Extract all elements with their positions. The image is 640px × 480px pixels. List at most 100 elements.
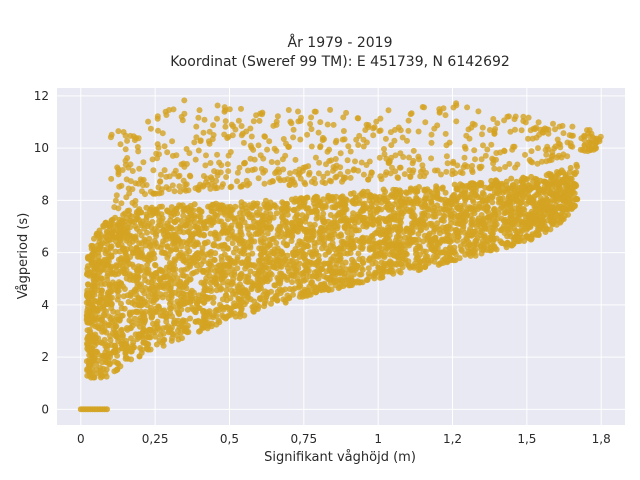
data-point [164, 254, 171, 261]
data-point [84, 271, 90, 278]
data-point [238, 123, 245, 129]
data-point [214, 102, 221, 109]
data-point [476, 163, 483, 170]
data-point [122, 355, 129, 362]
data-point [328, 256, 335, 263]
data-point [262, 167, 269, 174]
data-point [478, 156, 485, 163]
data-point [273, 147, 280, 154]
data-point [313, 208, 320, 215]
data-point [91, 235, 97, 242]
data-point [304, 287, 311, 294]
data-point [529, 184, 536, 190]
data-point [462, 209, 469, 216]
data-point [543, 151, 550, 158]
y-tick-label: 12 [34, 89, 49, 103]
data-point [137, 176, 144, 183]
data-point [134, 246, 140, 253]
data-point [150, 167, 157, 174]
data-point [143, 266, 150, 273]
data-point [442, 235, 449, 242]
y-axis-ticks: 0 2 4 6 8 10 12 [34, 89, 49, 416]
data-point [321, 219, 328, 226]
data-point [489, 194, 496, 201]
data-point [520, 113, 527, 120]
data-point [417, 266, 424, 273]
data-point [405, 127, 412, 134]
data-point [225, 168, 232, 175]
data-point [489, 230, 496, 237]
data-point [298, 224, 305, 231]
data-point [210, 219, 217, 226]
data-point [227, 208, 234, 214]
data-point [177, 203, 184, 210]
data-point [181, 327, 188, 334]
data-point [507, 203, 514, 210]
data-point [162, 291, 169, 298]
data-point [542, 125, 548, 132]
x-tick-label: 0,75 [290, 432, 317, 446]
data-point [255, 175, 262, 182]
data-point [179, 117, 186, 124]
data-point [405, 117, 412, 124]
data-point [369, 232, 376, 239]
data-point [84, 319, 91, 326]
data-point [250, 308, 257, 314]
data-point [150, 310, 157, 317]
data-point [320, 286, 327, 293]
data-point [83, 299, 90, 306]
data-point [370, 246, 377, 253]
data-point [95, 253, 102, 260]
data-point [408, 110, 415, 117]
data-point [104, 406, 110, 413]
data-point [221, 242, 228, 249]
data-point [356, 271, 363, 278]
data-point [247, 268, 254, 275]
data-point [499, 180, 505, 187]
data-point [466, 182, 473, 189]
data-point [107, 337, 114, 344]
data-point [102, 266, 108, 273]
data-point [348, 235, 355, 242]
data-point [434, 122, 441, 129]
data-point [520, 118, 527, 124]
data-point [234, 178, 240, 185]
data-point [122, 234, 129, 240]
data-point [256, 206, 263, 213]
data-point [260, 291, 267, 298]
data-point [480, 142, 486, 149]
data-point [533, 220, 540, 227]
y-tick-label: 2 [41, 350, 49, 364]
data-point [248, 238, 255, 245]
data-point [493, 150, 500, 156]
data-point [210, 294, 217, 301]
data-point [540, 213, 547, 220]
data-point [175, 237, 182, 244]
data-point [453, 100, 460, 107]
data-point [155, 127, 161, 134]
data-point [293, 212, 300, 219]
data-point [566, 169, 573, 176]
data-point [499, 240, 506, 247]
data-point [317, 119, 324, 126]
data-point [475, 217, 482, 224]
data-point [225, 235, 232, 242]
data-point [460, 220, 467, 227]
data-point [404, 137, 410, 144]
data-point [214, 151, 221, 158]
data-point [87, 314, 94, 321]
data-point [304, 131, 311, 138]
data-point [255, 142, 262, 149]
data-point [230, 123, 237, 130]
data-point [432, 186, 439, 193]
data-point [103, 300, 110, 307]
data-point [146, 251, 153, 258]
data-point [122, 132, 129, 139]
data-point [330, 121, 337, 128]
data-point [215, 262, 222, 269]
data-point [538, 158, 545, 165]
data-point [245, 274, 251, 281]
data-point [291, 198, 298, 205]
data-point [149, 156, 156, 163]
